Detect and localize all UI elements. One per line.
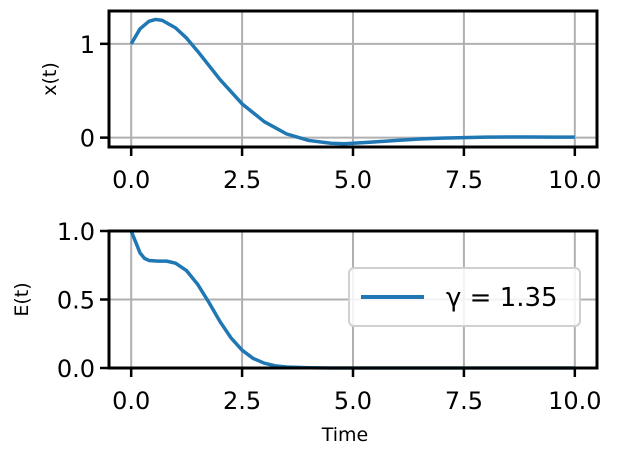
series-line xyxy=(129,17,575,146)
x-tick-label: 2.5 xyxy=(223,166,261,194)
x-tick-label: 5.0 xyxy=(334,166,372,194)
x-tick-label: 10.0 xyxy=(548,166,601,194)
x-tick-label: 10.0 xyxy=(548,387,601,415)
bottom-panel: 0.0 2.5 5.0 7.5 10.0 0.0 0.5 1.0 E(t) Time γ = 1.3… xyxy=(11,218,602,446)
x-tick-label: 0.0 xyxy=(112,166,150,194)
x-tick-label: 7.5 xyxy=(445,166,483,194)
y-tick-label: 0.5 xyxy=(57,287,95,315)
y-tick-label: 0.0 xyxy=(57,355,95,383)
top-panel: 0.0 2.5 5.0 7.5 10.0 0 1 x(t) xyxy=(39,9,602,194)
y-axis-label: E(t) xyxy=(11,282,33,316)
y-axis-label: x(t) xyxy=(39,62,61,96)
legend-label: γ = 1.35 xyxy=(446,283,558,313)
x-axis-label: Time xyxy=(321,424,369,446)
x-tick-label: 5.0 xyxy=(334,387,372,415)
legend-box xyxy=(348,267,581,327)
x-tick-label: 2.5 xyxy=(223,387,261,415)
x-tick-label: 0.0 xyxy=(112,387,150,415)
y-tick-label: 1 xyxy=(80,31,95,59)
legend: γ = 1.35 xyxy=(348,267,581,327)
x-tick-label: 7.5 xyxy=(445,387,483,415)
y-tick-label: 1.0 xyxy=(57,218,95,246)
y-tick-label: 0 xyxy=(80,125,95,153)
